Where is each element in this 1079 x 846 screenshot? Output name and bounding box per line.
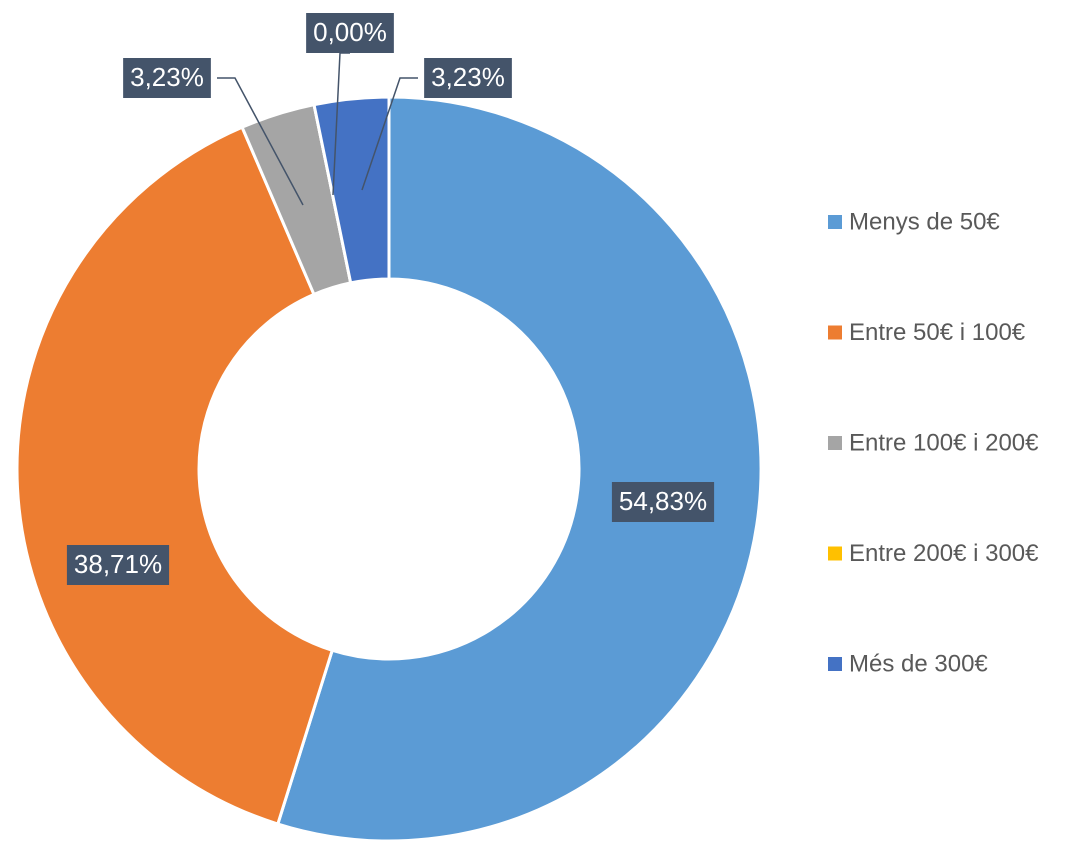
legend-swatch: [828, 436, 842, 450]
donut-slice: [276, 95, 763, 843]
data-label-text: 0,00%: [313, 17, 387, 47]
data-label-text: 3,23%: [431, 62, 505, 92]
legend-swatch: [828, 215, 842, 229]
leader-line: [361, 77, 418, 191]
legend-label: Entre 200€ i 300€: [849, 540, 1039, 567]
label-box: [66, 545, 170, 585]
data-label-text: 54,83%: [619, 486, 707, 516]
data-label: 38,71%: [66, 545, 170, 585]
label-box: [424, 58, 512, 98]
data-label: 3,23%: [123, 58, 304, 206]
legend-swatch: [828, 657, 842, 671]
label-box: [123, 58, 211, 98]
legend-swatch: [828, 546, 842, 561]
data-label-text: 38,71%: [74, 549, 162, 579]
legend-label: Entre 100€ i 200€: [849, 429, 1039, 456]
label-box: [306, 13, 394, 53]
legend-label: Menys de 50€: [849, 208, 1000, 235]
data-label-text: 3,23%: [130, 62, 204, 92]
legend-label: Més de 300€: [849, 650, 988, 677]
legend-label: Entre 50€ i 100€: [849, 319, 1026, 346]
data-label: 54,83%: [611, 482, 715, 522]
donut-slice: [312, 95, 391, 285]
donut-slice: [15, 125, 334, 826]
legend-swatch: [828, 325, 842, 340]
leader-line: [217, 77, 304, 206]
data-label: 0,00%: [306, 13, 394, 196]
label-box: [611, 482, 715, 522]
data-label: 3,23%: [361, 58, 512, 191]
